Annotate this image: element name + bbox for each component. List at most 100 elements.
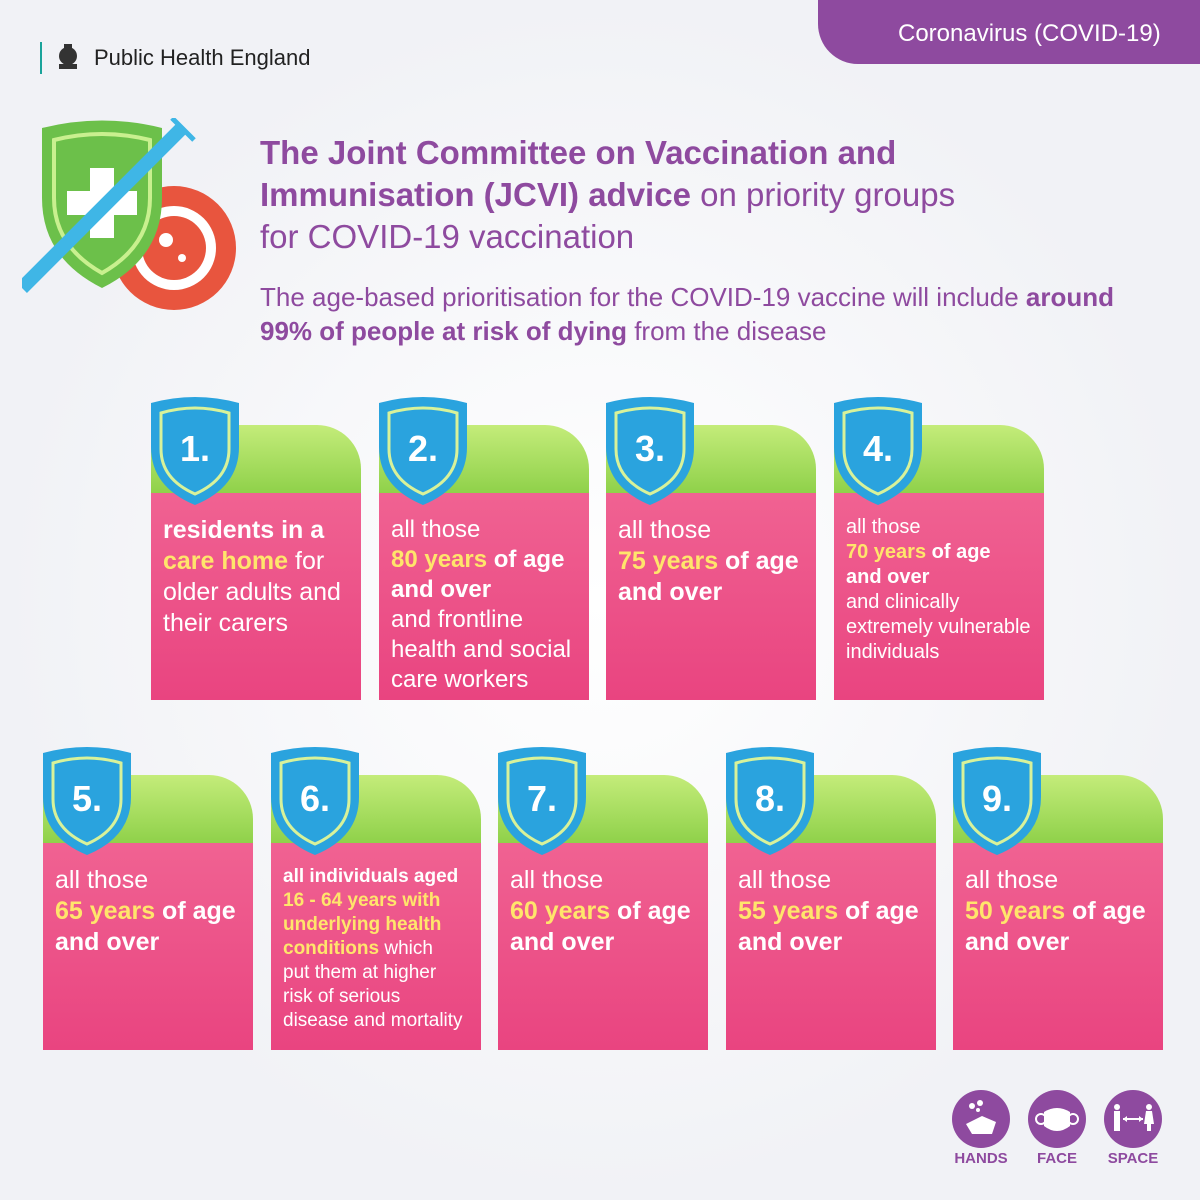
card-text: underlying health <box>283 914 442 935</box>
card-text: and over <box>846 566 930 588</box>
card-text-line: and over <box>965 927 1153 958</box>
card-text: and over <box>738 928 843 956</box>
card-text: 65 years <box>55 897 156 925</box>
card-body: all individuals aged 16 - 64 years with un… <box>271 843 481 1050</box>
card-text: health and social <box>391 636 572 663</box>
card-text: all individuals aged <box>283 866 459 887</box>
card-text-line: risk of serious <box>283 985 471 1009</box>
card-text: of age <box>926 541 991 563</box>
shield-number-badge: 8. <box>726 747 814 855</box>
priority-number: 9. <box>982 778 1012 819</box>
syringe-icon <box>22 118 196 293</box>
card-text: which <box>379 938 433 959</box>
card-text: disease and mortality <box>283 1010 463 1031</box>
priority-group-card-3: all those 75 years of age and over 3. <box>606 397 816 700</box>
priority-group-card-2: all those 80 years of age and over and fron… <box>379 397 589 700</box>
card-text-line: put them at higher <box>283 961 471 985</box>
card-text: their carers <box>163 609 289 637</box>
card-text: extremely vulnerable <box>846 616 1031 638</box>
card-text-line: and over <box>738 927 926 958</box>
card-text: of age <box>155 897 236 925</box>
card-text: and over <box>55 928 160 956</box>
card-text: put them at higher <box>283 962 437 983</box>
card-text: 16 - 64 years with <box>283 890 441 911</box>
card-text: 60 years <box>510 897 611 925</box>
card-text: of age <box>610 897 691 925</box>
card-text: 50 years <box>965 897 1066 925</box>
card-text-line: and frontline <box>391 605 579 635</box>
card-text: older adults and <box>163 578 341 606</box>
card-text-line: conditions which <box>283 937 471 961</box>
card-text: of age <box>1065 897 1146 925</box>
card-text: all those <box>618 516 712 544</box>
card-text: all those <box>846 516 921 538</box>
social-distance-icon <box>1104 1090 1162 1148</box>
priority-number: 8. <box>755 778 785 819</box>
priority-number: 2. <box>408 428 438 469</box>
card-body: all those 55 years of age and over <box>726 843 936 1050</box>
card-text: and over <box>510 928 615 956</box>
card-text: 75 years <box>618 547 719 575</box>
card-text: all those <box>510 866 604 894</box>
priority-group-card-6: all individuals aged 16 - 64 years with un… <box>271 747 481 1050</box>
card-text-line: older adults and <box>163 577 351 608</box>
card-text-line: all those <box>618 515 806 546</box>
card-text: all those <box>965 866 1059 894</box>
card-text-line: and over <box>618 577 806 608</box>
shield-number-badge: 4. <box>834 397 922 505</box>
card-text-line: 16 - 64 years with <box>283 889 471 913</box>
card-text-line: all those <box>391 515 579 545</box>
topic-banner: Coronavirus (COVID-19) <box>818 0 1200 64</box>
priority-number: 1. <box>180 428 210 469</box>
shield-number-badge: 1. <box>151 397 239 505</box>
hand-washing-icon <box>952 1090 1010 1148</box>
card-text-line: all individuals aged <box>283 865 471 889</box>
priority-group-card-7: all those 60 years of age and over 7. <box>498 747 708 1050</box>
shield-number-badge: 2. <box>379 397 467 505</box>
card-text-line: extremely vulnerable <box>846 615 1034 640</box>
card-text-line: 70 years of age <box>846 540 1034 565</box>
priority-group-card-5: all those 65 years of age and over 5. <box>43 747 253 1050</box>
card-text-line: all those <box>738 865 926 896</box>
card-text-line: residents in a <box>163 515 351 546</box>
card-text-line: 50 years of age <box>965 896 1153 927</box>
priority-group-card-9: all those 50 years of age and over 9. <box>953 747 1163 1050</box>
card-text: 55 years <box>738 897 839 925</box>
priority-number: 5. <box>72 778 102 819</box>
card-text-line: individuals <box>846 640 1034 665</box>
card-text-line: all those <box>965 865 1153 896</box>
card-body: all those 70 years of age and over and clin… <box>834 493 1044 700</box>
face-mask-icon <box>1028 1090 1086 1148</box>
page-subtitle: The age-based prioritisation for the COV… <box>260 282 1115 346</box>
card-text: of age <box>718 547 799 575</box>
card-text: and clinically <box>846 591 960 613</box>
card-text-line: 65 years of age <box>55 896 243 927</box>
card-text-line: care home for <box>163 546 351 577</box>
royal-crest-icon <box>59 44 77 69</box>
page-title: The Joint Committee on Vaccination and I… <box>260 134 956 255</box>
priority-number: 6. <box>300 778 330 819</box>
card-text: risk of serious <box>283 986 401 1007</box>
card-body: all those 65 years of age and over <box>43 843 253 1050</box>
card-text: individuals <box>846 641 940 663</box>
card-body: residents in a care home for older adults … <box>151 493 361 700</box>
card-text-line: health and social <box>391 635 579 665</box>
organisation-name: Public Health England <box>94 45 311 70</box>
priority-group-card-4: all those 70 years of age and over and clin… <box>834 397 1044 700</box>
card-text: all those <box>55 866 149 894</box>
card-text: and over <box>618 578 723 606</box>
card-text: 70 years <box>846 541 927 563</box>
priority-number: 4. <box>863 428 893 469</box>
card-text: 80 years <box>391 546 488 573</box>
vaccine-shield-virus-illustration <box>22 118 236 310</box>
card-text-line: and over <box>55 927 243 958</box>
card-text-line: all those <box>510 865 698 896</box>
card-text-line: all those <box>846 515 1034 540</box>
space-item: SPACE <box>1104 1090 1162 1167</box>
card-text-line: all those <box>55 865 243 896</box>
card-text-line: their carers <box>163 608 351 639</box>
card-text: and over <box>391 576 492 603</box>
priority-number: 7. <box>527 778 557 819</box>
card-text: residents in a <box>163 516 325 544</box>
card-body: all those 80 years of age and over and fron… <box>379 493 589 700</box>
